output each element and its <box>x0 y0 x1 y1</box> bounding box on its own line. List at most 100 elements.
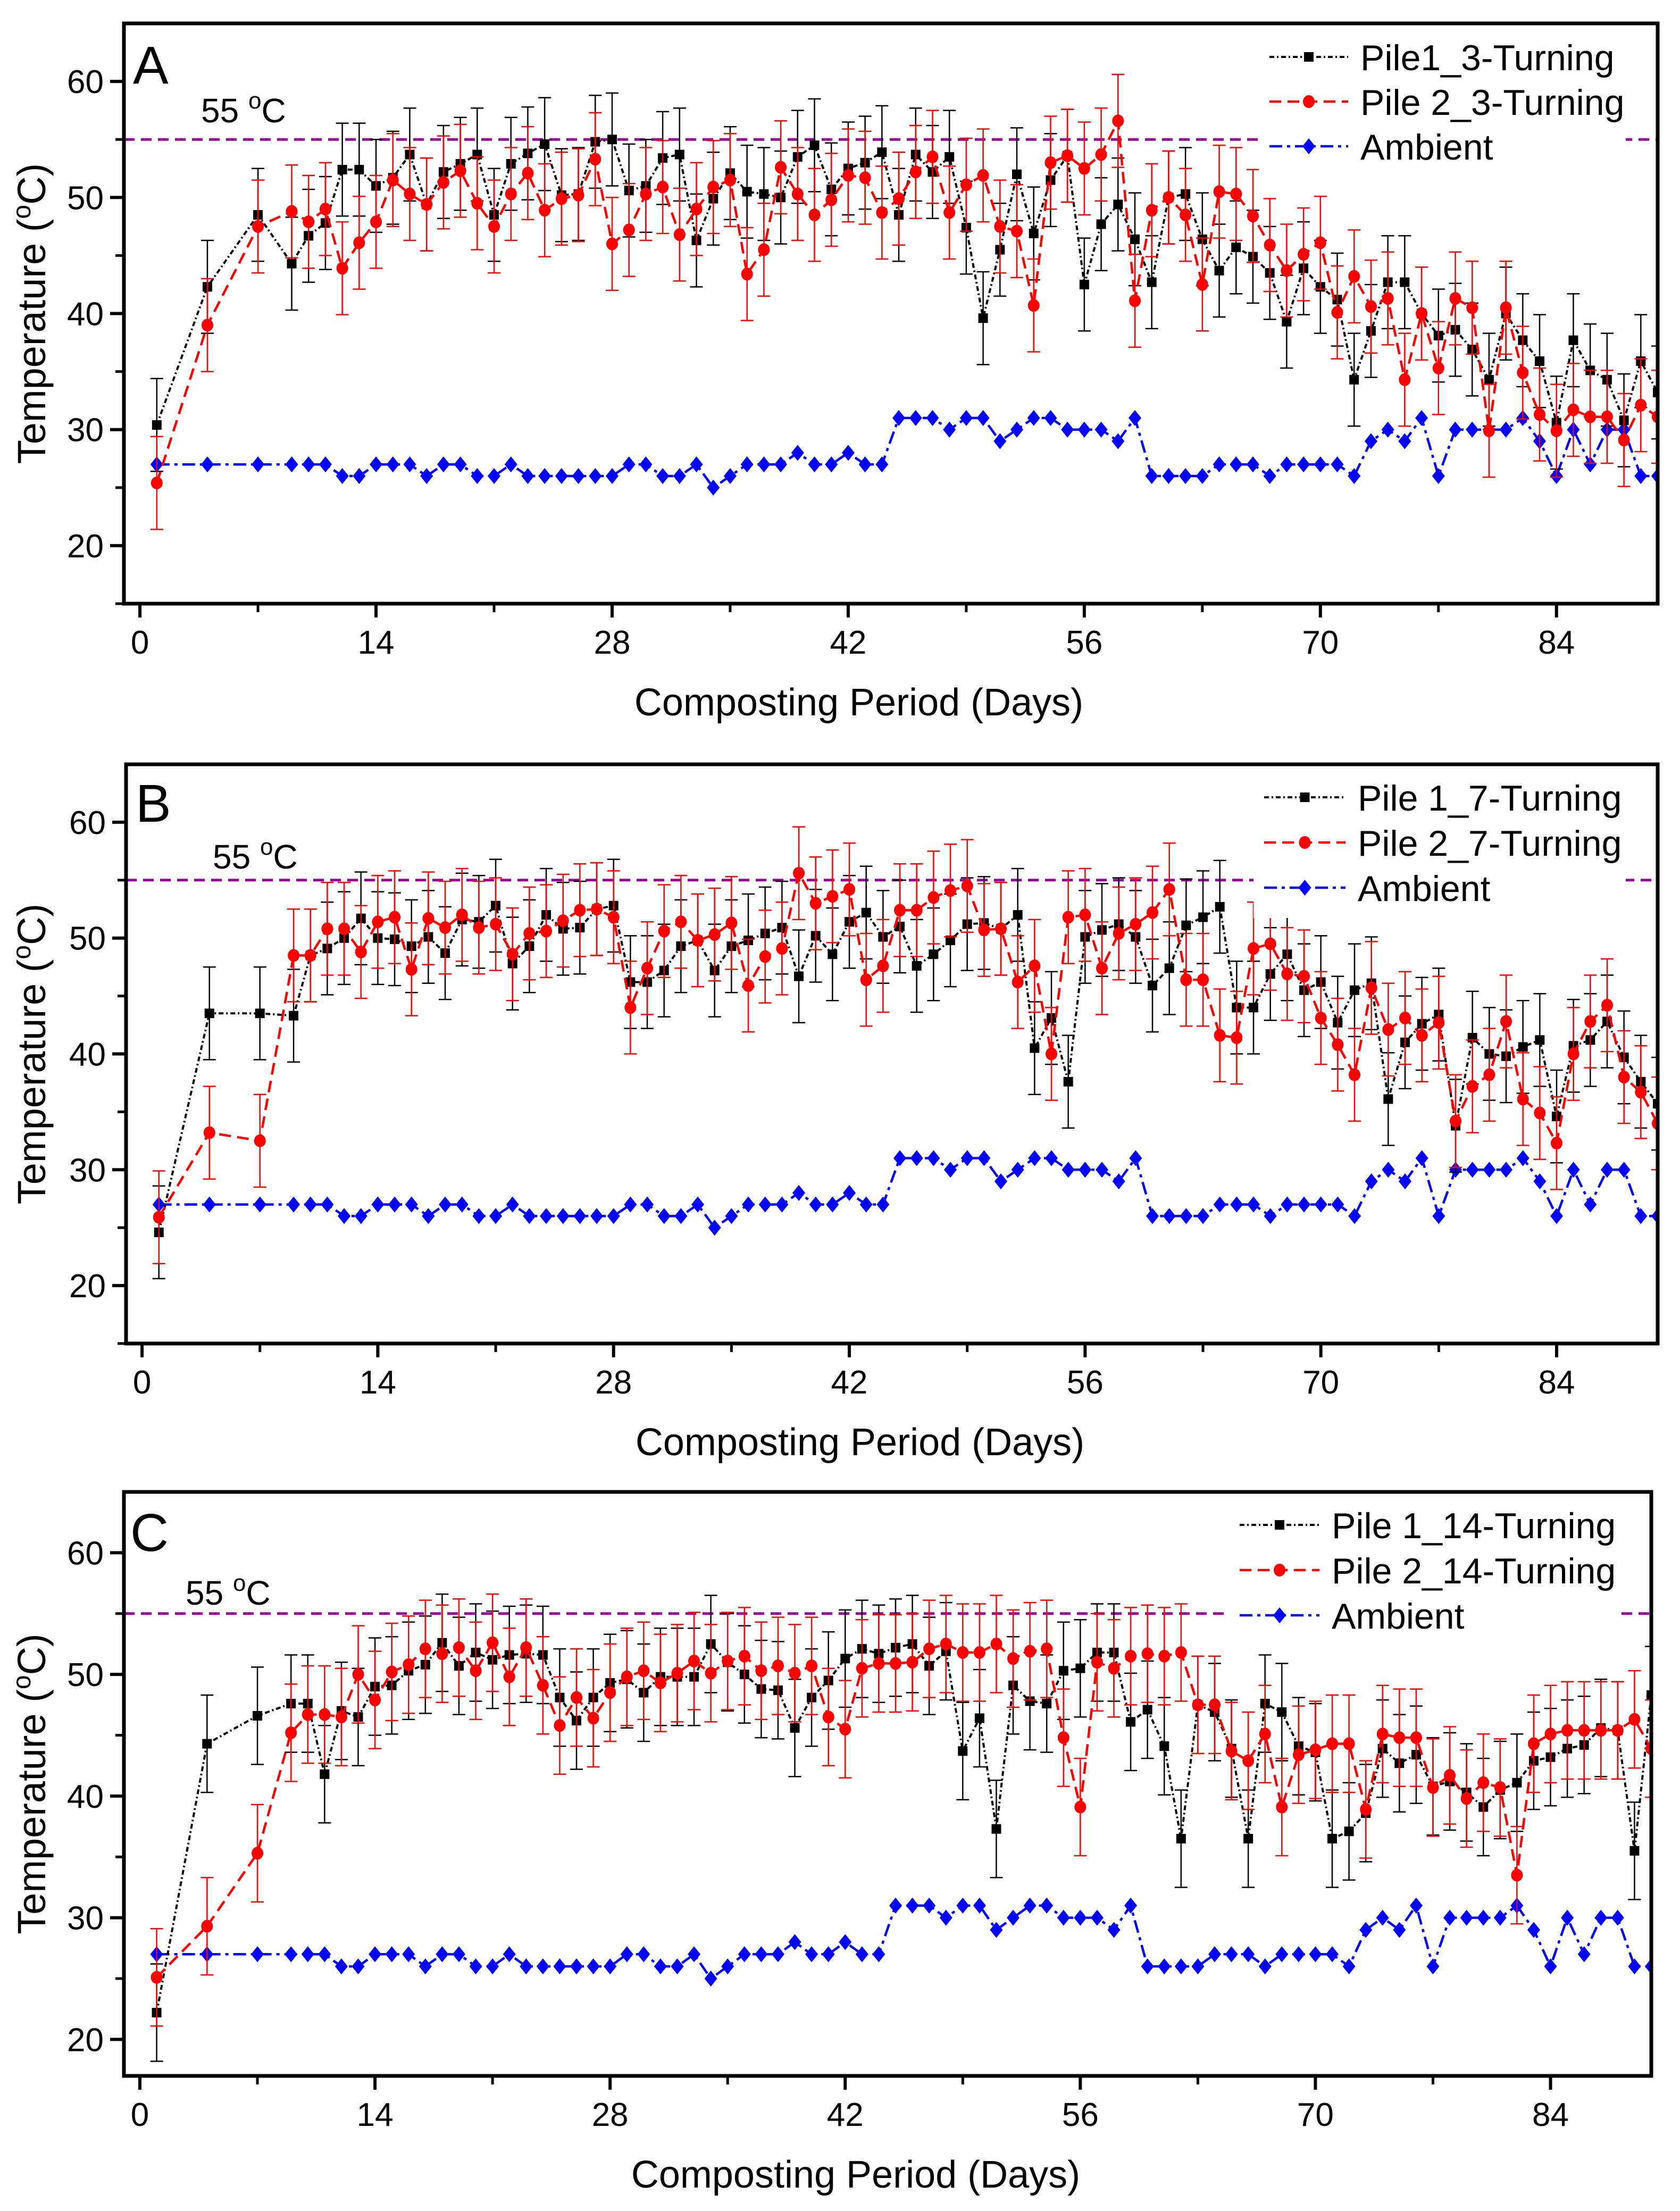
data-point-diamond <box>624 1196 637 1213</box>
data-point-circle <box>688 1654 700 1667</box>
data-point-diamond <box>808 456 821 473</box>
data-point-diamond <box>1197 1208 1210 1224</box>
data-point-diamond <box>1162 468 1175 484</box>
data-point-circle <box>1578 1724 1590 1737</box>
data-point-circle <box>1584 410 1597 423</box>
data-point-square <box>1484 374 1494 385</box>
data-point-square <box>1147 277 1157 287</box>
legend-label: Pile 1_7-Turning <box>1358 778 1622 819</box>
data-point-diamond <box>1617 1162 1631 1178</box>
data-point-circle <box>1416 307 1428 320</box>
data-point-circle <box>302 1708 314 1721</box>
data-point-diamond <box>1163 1208 1176 1224</box>
data-point-diamond <box>1499 421 1512 438</box>
data-point-diamond <box>704 1971 717 1987</box>
data-point-diamond <box>943 421 956 438</box>
data-point-circle <box>1062 911 1074 924</box>
data-point-diamond <box>723 468 737 484</box>
data-point-diamond <box>604 1958 617 1975</box>
y-tick-label: 30 <box>67 412 104 449</box>
data-point-diamond <box>335 1958 348 1975</box>
data-point-diamond <box>570 1958 583 1975</box>
y-axis-title: Temperature (oC) <box>8 163 54 464</box>
data-point-diamond <box>1376 1909 1389 1926</box>
data-point-square <box>1176 1833 1186 1843</box>
data-point-diamond <box>336 468 349 484</box>
y-tick-label: 20 <box>69 1268 106 1305</box>
series-pile-2-7-turning <box>152 826 1658 1264</box>
data-point-circle <box>252 220 264 233</box>
data-point-square <box>1130 234 1140 244</box>
data-point-circle <box>1326 1737 1339 1750</box>
data-point-circle <box>1427 1781 1439 1794</box>
data-point-square <box>1030 1043 1040 1053</box>
data-point-diamond <box>437 456 450 473</box>
data-point-circle <box>1213 185 1225 198</box>
data-point-diamond <box>1129 1150 1142 1166</box>
data-point-circle <box>421 198 433 211</box>
data-point-circle <box>1298 970 1310 983</box>
data-point-square <box>1383 1094 1393 1104</box>
data-point-circle <box>893 192 905 205</box>
data-point-diamond <box>1326 1946 1339 1963</box>
reference-label-value: 55 <box>201 91 248 130</box>
data-point-diamond <box>788 1934 801 1950</box>
x-tick-label: 42 <box>827 2097 864 2133</box>
data-point-diamond <box>1460 1909 1473 1926</box>
data-point-diamond <box>775 1196 789 1213</box>
data-point-circle <box>1567 403 1579 416</box>
data-point-square <box>912 961 922 971</box>
data-point-circle <box>842 169 854 182</box>
data-point-diamond <box>1382 1162 1395 1178</box>
data-point-diamond <box>1096 1162 1109 1178</box>
data-point-circle <box>1444 1768 1456 1782</box>
data-point-circle <box>574 904 586 917</box>
data-point-diamond <box>841 445 855 461</box>
data-point-diamond <box>1028 1150 1041 1166</box>
data-point-circle <box>977 169 989 182</box>
data-point-circle <box>252 1847 264 1860</box>
data-point-circle <box>439 921 452 935</box>
data-point-circle <box>1517 1092 1529 1106</box>
data-point-square <box>1535 356 1545 366</box>
data-point-circle <box>1180 208 1192 222</box>
data-point-diamond <box>1090 1909 1104 1926</box>
x-tick-label: 70 <box>1302 624 1339 661</box>
legend-label: Pile 2_7-Turning <box>1358 823 1622 864</box>
data-point-circle <box>1230 187 1242 201</box>
plot-frame <box>122 21 1660 606</box>
x-tick-label: 28 <box>594 624 631 661</box>
data-point-circle <box>658 924 670 938</box>
data-point-circle <box>1376 1728 1389 1741</box>
data-point-diamond <box>1493 1909 1507 1926</box>
legend-item: Ambient <box>1269 127 1493 168</box>
series-pile-2-14-turning <box>150 1593 1651 2027</box>
data-point-diamond <box>691 1196 705 1213</box>
data-point-circle <box>557 914 569 928</box>
data-point-diamond <box>1466 1162 1479 1178</box>
data-point-circle <box>725 916 738 930</box>
y-tick-label: 40 <box>69 1037 106 1073</box>
data-point-diamond <box>419 1958 432 1975</box>
data-point-square <box>946 936 956 946</box>
reference-label-unit: C <box>246 1574 270 1612</box>
legend-circle-icon <box>1299 836 1311 849</box>
data-point-circle <box>978 923 990 937</box>
reference-label-value: 55 <box>186 1574 233 1612</box>
data-point-diamond <box>1415 410 1428 426</box>
data-point-circle <box>1146 204 1158 217</box>
data-point-square <box>1079 279 1089 289</box>
data-point-circle <box>1163 883 1175 896</box>
data-point-square <box>1029 228 1039 238</box>
x-tick-label: 84 <box>1538 624 1575 661</box>
data-point-square <box>320 1769 330 1779</box>
y-tick-label: 60 <box>69 805 106 841</box>
data-point-diamond <box>489 1208 503 1224</box>
data-point-circle <box>755 1664 767 1678</box>
data-point-circle <box>1259 1728 1271 1741</box>
x-tick-label: 56 <box>1066 624 1102 661</box>
data-point-circle <box>1534 1106 1546 1120</box>
data-point-square <box>1646 1690 1651 1700</box>
y-tick-label: 20 <box>67 2022 104 2058</box>
data-point-diamond <box>944 1162 957 1178</box>
